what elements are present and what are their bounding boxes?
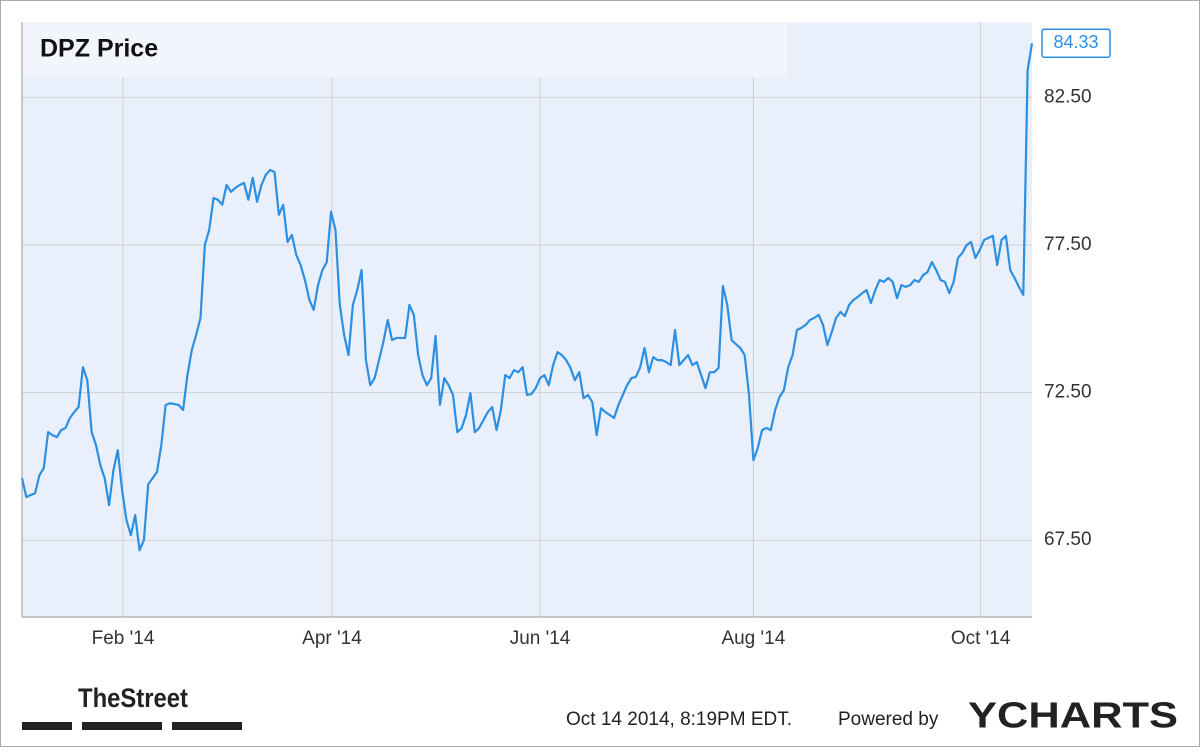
powered-by: Powered by [838,709,939,730]
plot-area [22,22,1032,617]
y-tick-label: 67.50 [1044,529,1092,550]
timestamp: Oct 14 2014, 8:19PM EDT. [566,709,792,730]
source-logo: TheStreet [78,683,188,713]
x-tick-label: Apr '14 [302,628,362,649]
x-tick-label: Jun '14 [510,628,571,649]
price-line [20,43,1034,552]
y-tick-label: 82.50 [1044,86,1092,107]
x-tick-label: Aug '14 [721,628,785,649]
y-tick-label: 72.50 [1044,382,1092,403]
title-box [22,22,787,77]
last-value-flag [1041,28,1111,59]
logo-bar [22,722,72,730]
x-tick-label: Feb '14 [92,628,155,649]
logo-bar [82,722,162,730]
chart-title: DPZ Price [40,35,158,63]
y-tick-label: 77.50 [1044,234,1092,255]
last-value-label: 84.33 [1053,32,1098,52]
brand-logo: YCHARTS [968,695,1178,736]
logo-bar [172,722,242,730]
x-tick-label: Oct '14 [951,628,1011,649]
